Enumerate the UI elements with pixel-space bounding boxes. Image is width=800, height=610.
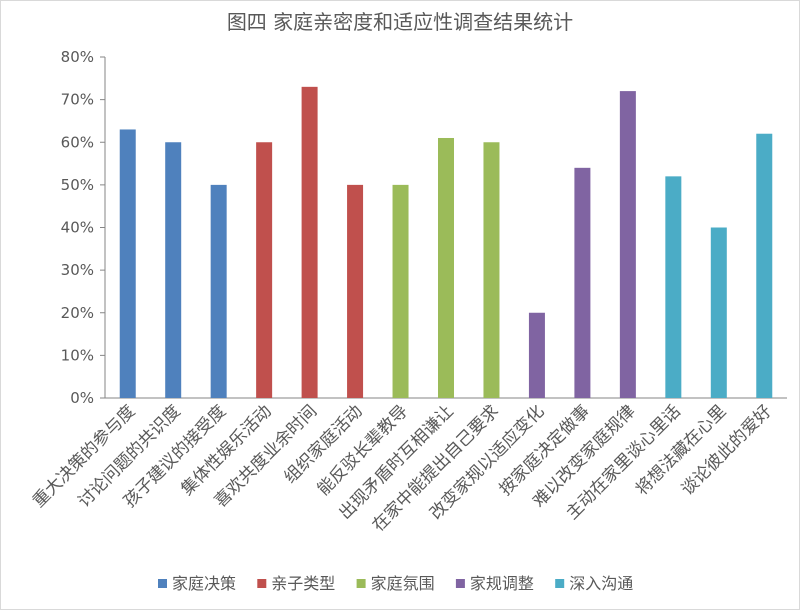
legend-label: 家规调整 — [470, 574, 534, 593]
bar-4 — [256, 142, 273, 398]
y-tick-label: 20% — [61, 304, 94, 322]
y-tick-label: 10% — [61, 346, 94, 364]
y-tick-label: 70% — [61, 91, 94, 109]
bar-7 — [392, 184, 409, 398]
y-tick-label: 80% — [61, 48, 94, 66]
bar-1 — [119, 129, 136, 398]
bar-2 — [165, 142, 182, 398]
bar-5 — [301, 86, 318, 399]
bar-11 — [574, 167, 591, 398]
bar-12 — [619, 91, 636, 398]
legend-swatch — [158, 579, 167, 588]
legend: 家庭决策 亲子类型 家庭氛围 家规调整 深入沟通 — [158, 574, 633, 593]
legend-swatch — [356, 579, 366, 588]
legend-item: 家规调整 — [455, 574, 534, 593]
legend-item: 深入沟通 — [555, 574, 633, 593]
legend-swatch — [555, 579, 565, 588]
legend-item: 家庭决策 — [158, 574, 236, 593]
bar-9 — [483, 142, 500, 398]
bar-6 — [347, 184, 364, 398]
bar-15 — [756, 133, 773, 398]
legend-label: 家庭决策 — [172, 574, 236, 593]
legend-label: 深入沟通 — [569, 574, 633, 593]
y-tick-label: 50% — [61, 176, 94, 194]
bar-14 — [710, 227, 727, 398]
legend-swatch — [455, 579, 465, 588]
bars — [119, 86, 773, 399]
y-tick-label: 30% — [61, 261, 94, 279]
legend-label: 亲子类型 — [271, 574, 335, 593]
bar-8 — [438, 137, 454, 399]
legend-label: 家庭氛围 — [371, 574, 435, 593]
legend-swatch — [257, 579, 267, 588]
legend-item: 家庭氛围 — [356, 574, 435, 593]
y-tick-label: 0% — [70, 389, 94, 407]
chart-title: 图四 家庭亲密度和适应性调查结果统计 — [227, 10, 573, 34]
y-tick-label: 60% — [61, 133, 94, 151]
bar-10 — [528, 312, 545, 398]
y-tick-label: 40% — [61, 219, 94, 237]
legend-item: 亲子类型 — [257, 574, 335, 593]
bar-3 — [210, 184, 227, 398]
bar-13 — [665, 176, 682, 398]
